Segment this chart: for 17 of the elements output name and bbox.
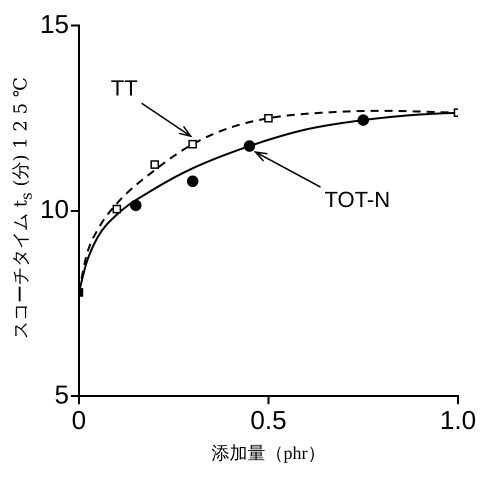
x-tick-label: 0.5 [250,404,287,435]
point [264,114,273,123]
point [188,140,197,148]
text: TOT-N [324,187,390,212]
y-tick-label: 5 [54,379,69,410]
point [130,200,142,212]
x-axis-title: 添加量（phr） [211,442,326,463]
y-tick-label: 10 [40,194,69,224]
point [186,176,198,187]
point [112,204,122,214]
text: TT [110,75,138,100]
y-tick-label: 15 [40,8,69,39]
point [357,114,369,126]
point [244,140,256,152]
point [150,160,160,169]
x-tick-label: 0 [72,404,86,435]
x-tick-label: 1.0 [440,404,476,435]
